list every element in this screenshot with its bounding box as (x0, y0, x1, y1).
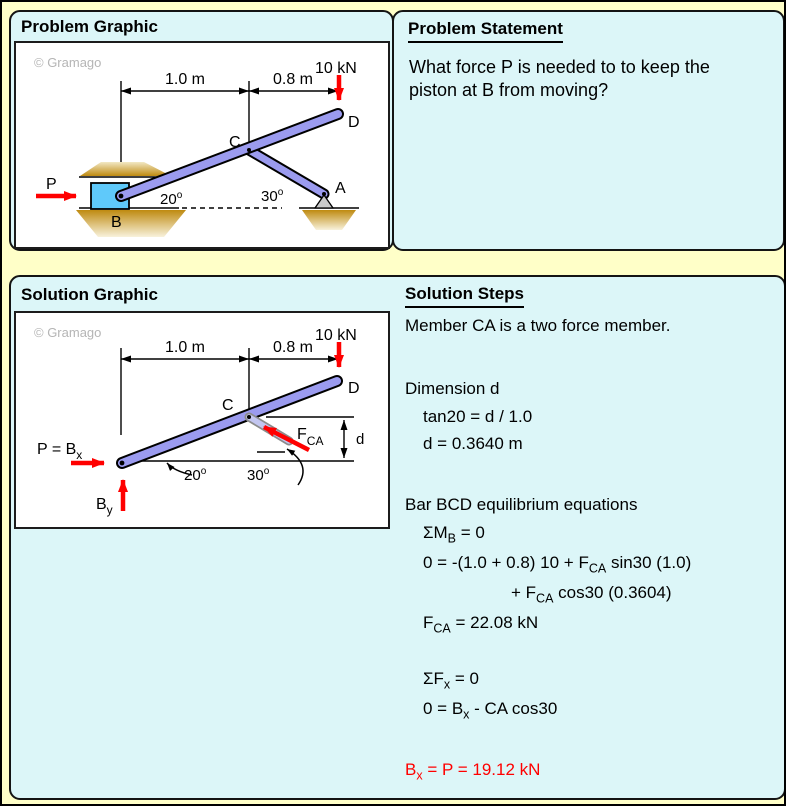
angle-arc-20 (166, 462, 193, 476)
pin-c (247, 148, 251, 152)
problem-diagram: © Gramago 10 kN 1.0 m 0.8 m (34, 55, 360, 237)
pin-a (322, 192, 326, 196)
step-two-force: Member CA is a two force member. (405, 316, 671, 335)
label-p: P (46, 176, 57, 193)
angle-30-label: 30o (261, 187, 284, 205)
step-fca-result: FCA = 22.08 kN (423, 613, 539, 636)
label-a: A (335, 180, 346, 197)
angle-arrow-30 (286, 448, 304, 486)
force-10kn-label: 10 kN (315, 60, 357, 77)
label-b: B (111, 214, 122, 231)
solution-steps-title: Solution Steps (405, 284, 524, 308)
lower-ground-block (76, 210, 186, 237)
solution-graphic-title: Solution Graphic (21, 285, 158, 304)
bar-bcd (115, 108, 344, 202)
dim2-label: 0.8 m (273, 71, 313, 88)
label-d: D (348, 380, 360, 397)
watermark: © Gramago (34, 55, 101, 70)
problem-graphic-panel: Problem Graphic © Gramago 10 kN 1.0 m (9, 10, 394, 251)
step-bar-heading: Bar BCD equilibrium equations (405, 495, 638, 514)
pin-c (247, 415, 251, 419)
dim1-label: 1.0 m (165, 71, 205, 88)
label-p-bx: P = Bx (37, 441, 82, 462)
label-c: C (229, 134, 241, 151)
step-d-value: d = 0.3640 m (423, 434, 523, 453)
pin-b (119, 460, 125, 466)
problem-statement-text: What force P is needed to to keep the pi… (409, 57, 710, 101)
watermark: © Gramago (34, 325, 101, 340)
step-eq3: 0 = Bx - CA cos30 (423, 699, 558, 722)
dim1-label: 1.0 m (165, 339, 205, 356)
pin-b (118, 193, 124, 199)
label-d-dim: d (356, 431, 364, 448)
step-fx-eq: ΣFx = 0 (423, 669, 479, 692)
angle-20-label: 20o (160, 190, 183, 208)
step-moment-eq: ΣMB = 0 (423, 523, 485, 546)
force-10kn-label: 10 kN (315, 327, 357, 344)
label-d: D (348, 114, 360, 131)
label-by: By (96, 496, 113, 517)
step-tan: tan20 = d / 1.0 (423, 407, 533, 426)
label-c: C (222, 397, 234, 414)
label-fca: FCA (297, 426, 323, 448)
angle-30-label: 30o (247, 466, 270, 484)
member-ca (243, 144, 330, 200)
step-eq2: + FCA cos30 (0.3604) (511, 583, 672, 606)
step-dim-heading: Dimension d (405, 379, 500, 398)
problem-statement-panel: Problem Statement What force P is needed… (392, 10, 784, 251)
ground-block-a (302, 210, 356, 230)
upper-guide-block (80, 162, 171, 176)
pin-support-a (313, 193, 335, 209)
problem-graphic-canvas: © Gramago 10 kN 1.0 m 0.8 m (14, 41, 390, 249)
angle-20-label: 20o (184, 466, 207, 484)
solution-graphic-canvas: © Gramago 10 kN 1.0 m 0.8 m (14, 311, 390, 529)
dim2-label: 0.8 m (273, 339, 313, 356)
force-fca-arrow (262, 424, 311, 453)
solution-panel: Solution Graphic © Gramago 10 kN 1.0 m 0… (9, 275, 784, 800)
problem-graphic-title: Problem Graphic (21, 17, 158, 36)
solution-diagram: © Gramago 10 kN 1.0 m 0.8 m (34, 325, 364, 517)
bar-bcd (116, 375, 343, 469)
step-final-answer: Bx = P = 19.12 kN (405, 760, 541, 783)
step-eq1: 0 = -(1.0 + 0.8) 10 + FCA sin30 (1.0) (423, 553, 692, 576)
problem-statement-title: Problem Statement (408, 19, 563, 43)
